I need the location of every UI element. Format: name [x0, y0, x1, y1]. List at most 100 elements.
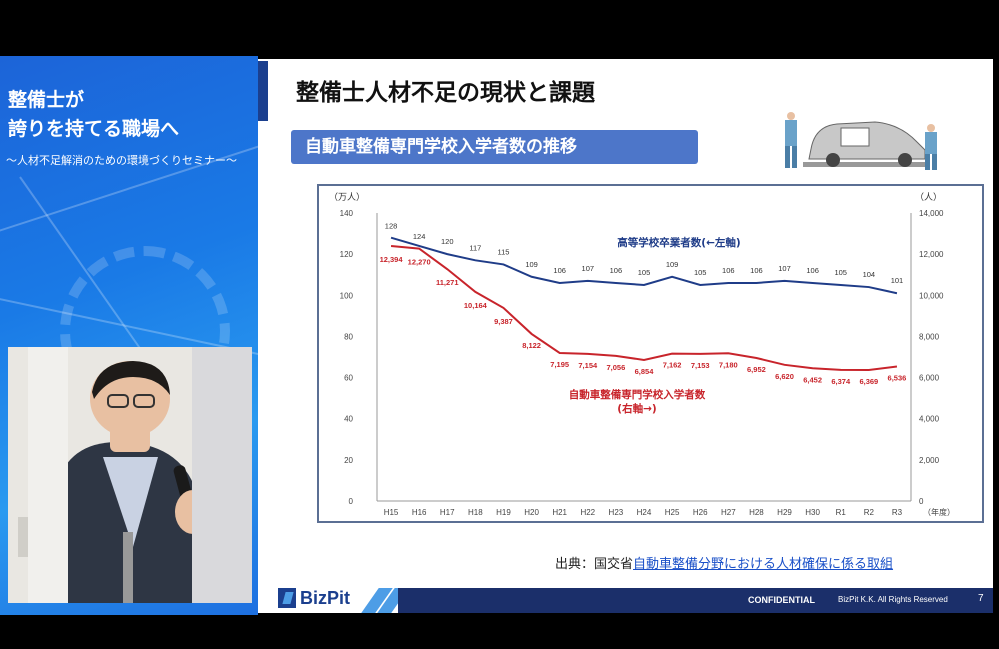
data-label-left: 106	[722, 266, 735, 275]
y-right-tick-label: 0	[919, 497, 924, 506]
data-label-right: 7,154	[578, 361, 598, 370]
y-right-tick-label: 8,000	[919, 332, 940, 341]
y-right-tick-label: 14,000	[919, 209, 944, 218]
y-right-tick-label: 2,000	[919, 456, 940, 465]
data-label-left: 107	[778, 264, 791, 273]
speaker-video	[8, 347, 252, 603]
series-line-high-school-graduates	[390, 236, 898, 295]
x-tick-label: R1	[836, 508, 847, 517]
seminar-title-line2: 誇りを持てる職場へ	[8, 118, 180, 140]
x-tick-label: H16	[412, 508, 427, 517]
data-label-left: 124	[413, 232, 426, 241]
seminar-title-line1: 整備士が	[8, 89, 85, 111]
source-prefix: 出典：国交省	[555, 557, 634, 572]
x-tick-label: R3	[892, 508, 903, 517]
data-label-right: 6,952	[747, 365, 766, 374]
data-label-left: 106	[553, 266, 566, 275]
y-left-tick-label: 20	[344, 456, 353, 465]
x-tick-label: H23	[609, 508, 624, 517]
data-label-left: 105	[834, 268, 847, 277]
y-right-tick-label: 10,000	[919, 291, 944, 300]
page-number: 7	[978, 593, 984, 604]
data-label-left: 106	[750, 266, 763, 275]
logo-mark-icon	[278, 588, 296, 608]
data-label-right: 11,271	[436, 278, 459, 287]
data-label-right: 6,854	[635, 367, 655, 376]
x-tick-label: H30	[805, 508, 820, 517]
y-left-tick-label: 0	[349, 497, 354, 506]
video-background	[192, 347, 252, 603]
y-left-tick-label: 100	[340, 291, 354, 300]
x-tick-label: H24	[637, 508, 652, 517]
series-name-left: 高等学校卒業者数(←左軸)	[617, 236, 740, 249]
y-left-tick-label: 60	[344, 374, 353, 383]
data-label-right: 7,153	[691, 361, 710, 370]
x-tick-label: H20	[524, 508, 539, 517]
line-chart: 140 120 100 80 60 40 20 0 （万人） 14,000 12,000 10,000…	[329, 192, 955, 517]
series-name-right: 自動車整備専門学校入学者数	[569, 388, 706, 401]
chart-frame: 140 120 100 80 60 40 20 0 （万人） 14,000 12,000 10,000…	[317, 184, 984, 523]
data-label-right: 9,387	[494, 317, 513, 326]
y-left-tick-label: 120	[340, 250, 354, 259]
source-citation: 出典：国交省自動車整備分野における人材確保に係る取組	[555, 553, 893, 572]
data-label-right: 7,195	[550, 360, 569, 369]
x-tick-label: H26	[693, 508, 708, 517]
series-line-auto-school-enrollment	[390, 245, 898, 371]
data-label-right: 12,394	[380, 255, 404, 264]
logo-text: BizPit	[300, 587, 351, 608]
slide-title: 整備士人材不足の現状と課題	[296, 80, 595, 106]
bizpit-logo: BizPit	[278, 587, 350, 609]
data-label-right: 10,164	[464, 301, 488, 310]
data-label-left: 105	[638, 268, 651, 277]
data-label-left: 109	[525, 260, 538, 269]
data-label-right: 12,270	[408, 258, 431, 267]
x-tick-label: H19	[496, 508, 511, 517]
data-label-left: 120	[441, 237, 454, 246]
data-label-left: 115	[497, 247, 509, 256]
data-label-right: 7,056	[607, 363, 626, 372]
x-tick-label: R2	[864, 508, 875, 517]
title-accent-bar	[258, 61, 268, 121]
data-label-right: 6,369	[859, 377, 878, 386]
y-left-unit-label: （万人）	[329, 192, 365, 203]
x-tick-label: H28	[749, 508, 764, 517]
copyright-text: BizPit K.K. All Rights Reserved	[838, 595, 948, 604]
data-label-right: 8,122	[522, 341, 541, 350]
data-label-right: 6,536	[888, 374, 907, 383]
x-tick-label: H17	[440, 508, 455, 517]
source-link[interactable]: 自動車整備分野における人材確保に係る取組	[633, 557, 894, 572]
data-label-right: 6,374	[831, 377, 851, 386]
x-tick-label: H21	[552, 508, 567, 517]
data-label-right: 7,162	[663, 361, 682, 370]
y-right-tick-label: 12,000	[919, 250, 944, 259]
presentation-slide: 整備士人材不足の現状と課題 自動車整備専門学校入学者数の推移 140 120 100…	[258, 59, 993, 613]
data-label-right: 6,620	[775, 372, 794, 381]
x-tick-label: H15	[384, 508, 399, 517]
bottom-letterbox	[0, 615, 999, 649]
x-tick-label: H25	[665, 508, 680, 517]
slide-subtitle: 自動車整備専門学校入学者数の推移	[291, 130, 698, 164]
data-label-right: 6,452	[803, 375, 822, 384]
x-tick-label: H29	[777, 508, 792, 517]
data-label-left: 107	[582, 264, 595, 273]
data-label-left: 104	[863, 270, 876, 279]
data-label-left: 117	[469, 243, 481, 252]
top-letterbox	[0, 0, 999, 56]
data-label-left: 109	[666, 260, 679, 269]
y-left-tick-label: 80	[344, 332, 353, 341]
x-unit-label: （年度）	[923, 507, 955, 517]
footer-band	[398, 588, 993, 613]
y-right-tick-label: 6,000	[919, 374, 940, 383]
data-label-left: 105	[694, 268, 707, 277]
x-tick-label: H27	[721, 508, 736, 517]
data-label-right: 7,180	[719, 360, 738, 369]
y-left-tick-label: 40	[344, 415, 353, 424]
series-name-right-line2: (右軸→)	[617, 402, 656, 415]
y-right-unit-label: （人）	[915, 192, 942, 203]
data-label-left: 106	[610, 266, 623, 275]
confidential-label: CONFIDENTIAL	[748, 595, 815, 605]
slide-footer: BizPit CONFIDENTIAL BizPit K.K. All Righ…	[258, 584, 993, 613]
y-left-tick-label: 140	[340, 209, 354, 218]
seminar-title: 整備士が 誇りを持てる職場へ	[8, 86, 179, 144]
y-right-tick-label: 4,000	[919, 415, 940, 424]
